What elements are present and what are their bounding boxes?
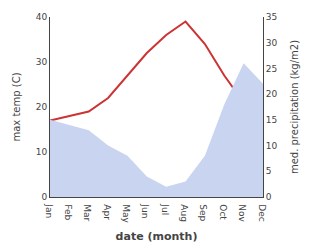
svg-text:date (month): date (month)	[116, 230, 198, 243]
svg-text:5: 5	[266, 166, 272, 176]
svg-text:Nov: Nov	[237, 204, 247, 222]
svg-text:10: 10	[266, 141, 278, 151]
svg-text:Dec: Dec	[257, 204, 267, 221]
svg-text:Sep: Sep	[198, 204, 208, 221]
svg-text:30: 30	[266, 38, 278, 48]
svg-text:Jul: Jul	[160, 203, 170, 215]
svg-text:0: 0	[41, 192, 47, 202]
svg-text:20: 20	[266, 89, 278, 99]
svg-text:25: 25	[266, 64, 277, 74]
svg-text:med. precipitation (kg/m2): med. precipitation (kg/m2)	[289, 40, 300, 174]
svg-text:Jan: Jan	[44, 203, 54, 218]
svg-text:Apr: Apr	[102, 204, 112, 220]
svg-text:Mar: Mar	[82, 204, 92, 221]
svg-text:35: 35	[266, 12, 277, 22]
svg-text:max temp (C): max temp (C)	[11, 72, 22, 141]
svg-text:0: 0	[266, 192, 272, 202]
svg-text:May: May	[121, 204, 131, 223]
svg-text:10: 10	[36, 147, 48, 157]
svg-text:15: 15	[266, 115, 277, 125]
svg-text:Oct: Oct	[218, 204, 228, 220]
svg-text:30: 30	[36, 57, 48, 67]
svg-text:Feb: Feb	[63, 204, 73, 220]
svg-text:Jun: Jun	[140, 203, 150, 218]
svg-text:20: 20	[36, 102, 48, 112]
svg-text:Aug: Aug	[179, 204, 189, 222]
svg-text:40: 40	[36, 12, 48, 22]
